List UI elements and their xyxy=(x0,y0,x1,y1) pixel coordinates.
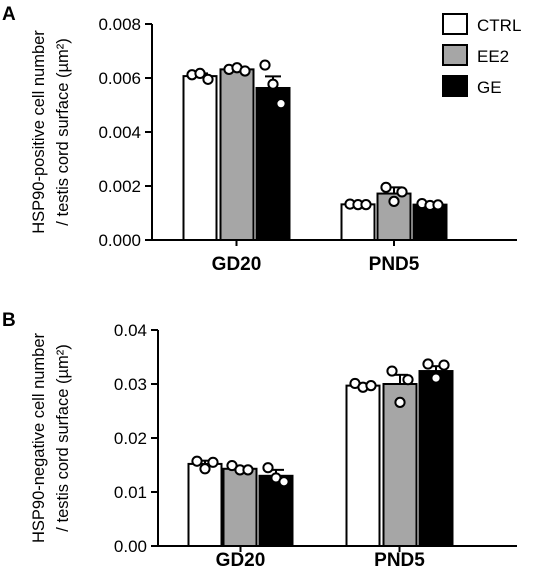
category-label: GD20 xyxy=(216,550,266,571)
legend-label: EE2 xyxy=(477,47,509,66)
data-point xyxy=(267,78,279,90)
legend-swatch xyxy=(442,75,468,97)
data-point xyxy=(191,455,203,467)
bar xyxy=(345,384,381,547)
category-label: PND5 xyxy=(369,254,420,275)
data-point xyxy=(259,59,271,71)
data-point xyxy=(386,365,398,377)
data-point xyxy=(202,73,214,85)
y-tick-label: 0.01 xyxy=(114,483,147,502)
category-label: PND5 xyxy=(374,550,425,571)
bar xyxy=(219,68,255,241)
bar xyxy=(255,86,291,241)
category-label: GD20 xyxy=(212,254,262,275)
bar xyxy=(182,75,218,241)
legend-swatch xyxy=(442,13,468,35)
data-point xyxy=(438,359,450,371)
y-axis-title: HSP90-positive cell number xyxy=(30,30,48,234)
panel-b-chart: 0.00 0.01 0.02 0.03 0.04 GD20 PND5 HSP90-negati… xyxy=(30,321,517,571)
legend-swatch xyxy=(442,44,468,66)
data-point xyxy=(402,374,414,386)
legend-label: GE xyxy=(477,78,502,97)
bar xyxy=(258,474,294,547)
data-point xyxy=(242,464,254,476)
data-point xyxy=(388,195,400,207)
data-point xyxy=(239,65,251,77)
data-point xyxy=(262,462,274,474)
y-tick-label: 0.008 xyxy=(98,15,141,34)
data-point xyxy=(278,476,290,488)
y-tick-label: 0.00 xyxy=(114,537,147,556)
data-point xyxy=(430,372,442,384)
y-axis-title: / testis cord surface (µm²) xyxy=(54,344,72,531)
data-point xyxy=(275,98,287,110)
data-point xyxy=(396,186,408,198)
data-point xyxy=(207,456,219,468)
data-point xyxy=(199,463,211,475)
y-tick-label: 0.04 xyxy=(114,321,147,340)
data-point xyxy=(194,67,206,80)
panel-a-chart: 0.000 0.002 0.004 0.006 0.008 GD20 PND5 HSP90-p… xyxy=(30,15,517,275)
data-point xyxy=(394,396,406,408)
legend: CTRL EE2 GE xyxy=(442,13,521,97)
data-point xyxy=(360,199,372,211)
data-point xyxy=(422,358,434,370)
panel-letter-a: A xyxy=(2,4,16,25)
data-point xyxy=(365,380,377,392)
y-tick-label: 0.03 xyxy=(114,375,147,394)
data-point xyxy=(432,199,444,211)
y-axis-title: HSP90-negative cell number xyxy=(30,332,48,543)
y-tick-label: 0.004 xyxy=(98,123,141,142)
y-tick-label: 0.002 xyxy=(98,177,141,196)
data-point xyxy=(380,181,392,193)
y-tick-label: 0.006 xyxy=(98,69,141,88)
bar xyxy=(187,462,223,548)
legend-label: CTRL xyxy=(477,16,521,35)
y-axis-title: / testis cord surface (µm²) xyxy=(54,38,72,225)
y-tick-label: 0.000 xyxy=(98,231,141,250)
bar xyxy=(222,467,258,547)
bar xyxy=(418,370,454,548)
y-tick-label: 0.02 xyxy=(114,429,147,448)
panel-letter-b: B xyxy=(2,310,16,331)
bar xyxy=(382,383,418,547)
